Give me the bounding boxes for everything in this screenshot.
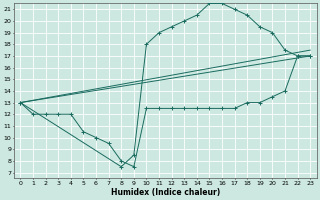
X-axis label: Humidex (Indice chaleur): Humidex (Indice chaleur) <box>111 188 220 197</box>
